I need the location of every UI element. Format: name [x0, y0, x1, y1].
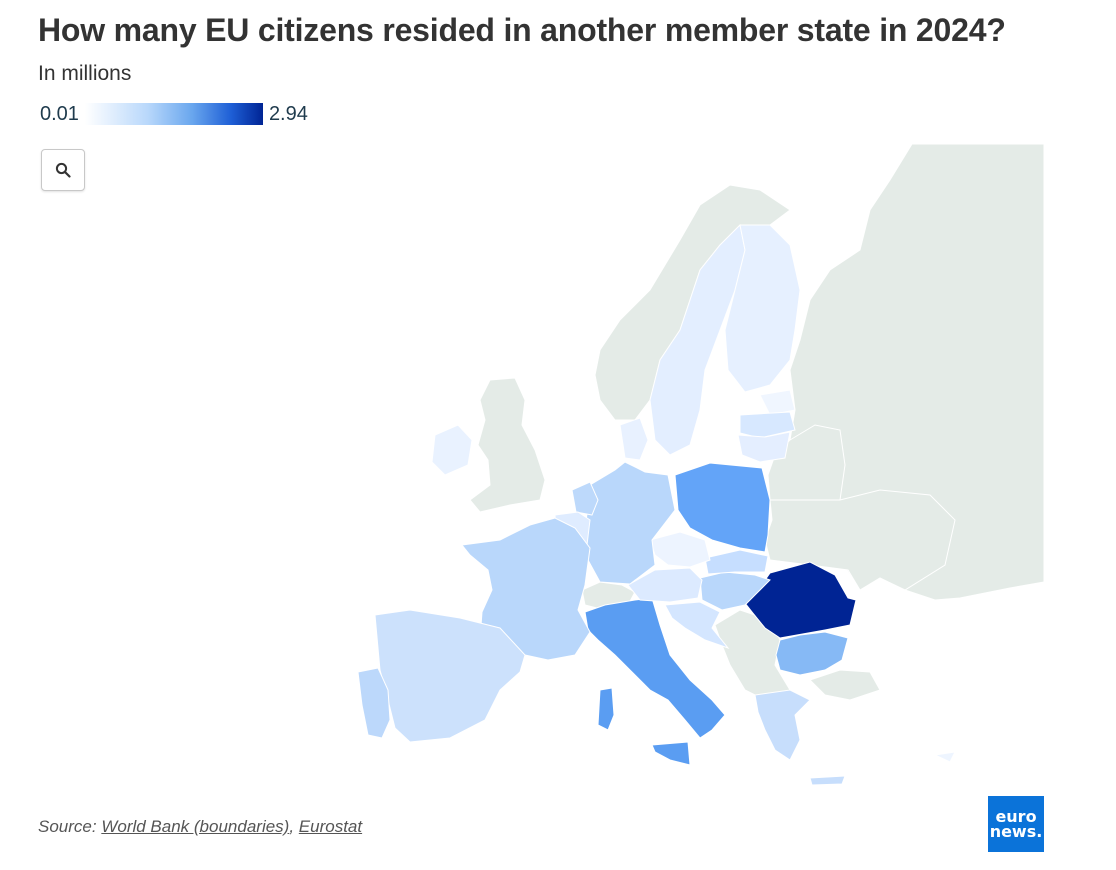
- logo-line1: euro: [995, 807, 1037, 826]
- color-legend: 0.01 2.94: [40, 100, 308, 128]
- country-crete[interactable]: [809, 775, 846, 786]
- country-cyprus[interactable]: [933, 751, 956, 763]
- country-slovenia-croatia[interactable]: [664, 601, 730, 650]
- country-greece[interactable]: [754, 689, 811, 761]
- logo-line2: news.: [989, 822, 1043, 841]
- zoom-button[interactable]: [41, 149, 85, 191]
- country-slovakia[interactable]: [704, 549, 769, 575]
- chart-subtitle: In millions: [38, 62, 132, 85]
- country-denmark[interactable]: [619, 417, 649, 461]
- country-ireland[interactable]: [431, 424, 473, 476]
- source-link-eurostat[interactable]: Eurostat: [298, 817, 363, 836]
- legend-min-value: 0.01: [40, 102, 79, 125]
- country-france[interactable]: [461, 517, 591, 661]
- source-line: Source: World Bank (boundaries), Eurosta…: [38, 817, 362, 837]
- search-icon: [55, 162, 71, 178]
- country-portugal[interactable]: [357, 667, 391, 739]
- uk-region: [469, 377, 546, 513]
- country-germany[interactable]: [584, 461, 676, 585]
- chart-title: How many EU citizens resided in another …: [38, 12, 1006, 48]
- country-estonia[interactable]: [759, 389, 796, 416]
- country-sardinia[interactable]: [597, 687, 615, 731]
- country-hungary[interactable]: [699, 571, 771, 611]
- country-netherlands[interactable]: [571, 481, 599, 516]
- country-czechia[interactable]: [649, 531, 711, 568]
- source-prefix: Source:: [38, 817, 102, 836]
- country-austria[interactable]: [627, 567, 703, 603]
- euronews-logo: euro news.: [988, 796, 1044, 852]
- country-finland[interactable]: [724, 224, 801, 393]
- source-link-world-bank[interactable]: World Bank (boundaries): [101, 817, 290, 836]
- country-poland[interactable]: [674, 462, 771, 553]
- legend-max-value: 2.94: [268, 102, 308, 125]
- country-bulgaria[interactable]: [775, 631, 849, 676]
- legend-gradient-bar: [84, 103, 263, 125]
- turkey-region: [809, 669, 881, 701]
- country-lithuania[interactable]: [737, 431, 791, 463]
- country-sicily[interactable]: [651, 741, 691, 766]
- source-separator: ,: [289, 817, 299, 836]
